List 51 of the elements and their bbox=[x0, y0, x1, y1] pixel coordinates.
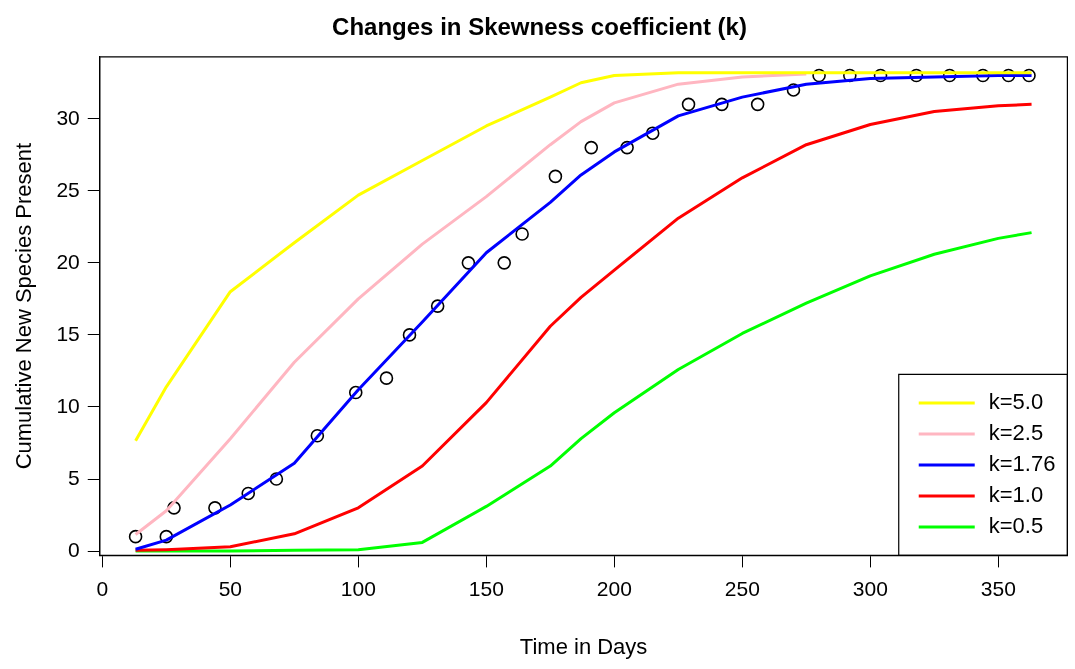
point bbox=[548, 169, 563, 184]
point bbox=[645, 126, 660, 140]
point bbox=[976, 68, 990, 83]
legend-label: k=0.5 bbox=[988, 512, 1044, 538]
y-tick-label: 25 bbox=[56, 177, 80, 201]
legend-label: k=5.0 bbox=[988, 388, 1044, 414]
y-tick-label: 20 bbox=[56, 249, 80, 273]
y-tick-label: 30 bbox=[56, 105, 80, 129]
x-tick-label: 250 bbox=[724, 576, 760, 600]
legend-label: k=1.76 bbox=[988, 450, 1056, 476]
x-tick-label: 200 bbox=[596, 576, 632, 600]
y-tick-label: 0 bbox=[68, 537, 80, 561]
point bbox=[402, 328, 417, 342]
point bbox=[515, 227, 529, 241]
point bbox=[379, 371, 394, 385]
x-tick-label: 100 bbox=[340, 576, 376, 600]
legend-label: k=1.0 bbox=[988, 481, 1044, 507]
point bbox=[461, 256, 476, 270]
legend-label: k=2.5 bbox=[988, 419, 1044, 445]
x-tick-label: 50 bbox=[218, 576, 242, 600]
point bbox=[750, 97, 765, 112]
point bbox=[715, 97, 729, 112]
x-tick-label: 150 bbox=[468, 576, 504, 600]
point bbox=[1022, 68, 1036, 83]
chart-title: Changes in Skewness coefficient (k) bbox=[332, 13, 747, 41]
point bbox=[942, 68, 957, 83]
point bbox=[159, 529, 174, 544]
x-tick-label: 0 bbox=[96, 576, 109, 600]
x-tick-label: 300 bbox=[852, 576, 888, 600]
y-tick-label: 10 bbox=[56, 393, 80, 417]
point bbox=[430, 299, 445, 313]
y-axis-title: Cumulative New Species Present bbox=[11, 142, 37, 470]
point bbox=[1001, 68, 1016, 83]
point bbox=[348, 385, 363, 400]
point bbox=[497, 256, 512, 270]
x-tick-label: 350 bbox=[980, 576, 1016, 600]
point bbox=[873, 68, 888, 83]
point bbox=[128, 529, 143, 544]
y-tick-label: 15 bbox=[56, 321, 80, 345]
point bbox=[241, 486, 256, 501]
point bbox=[786, 83, 801, 97]
point bbox=[310, 428, 325, 443]
point bbox=[909, 68, 924, 83]
y-tick-label: 5 bbox=[68, 465, 80, 489]
point bbox=[269, 472, 284, 486]
point bbox=[681, 97, 696, 112]
point bbox=[167, 501, 181, 515]
point bbox=[812, 68, 826, 83]
x-axis-title: Time in Days bbox=[519, 633, 648, 659]
point bbox=[620, 140, 634, 155]
point bbox=[584, 140, 599, 155]
